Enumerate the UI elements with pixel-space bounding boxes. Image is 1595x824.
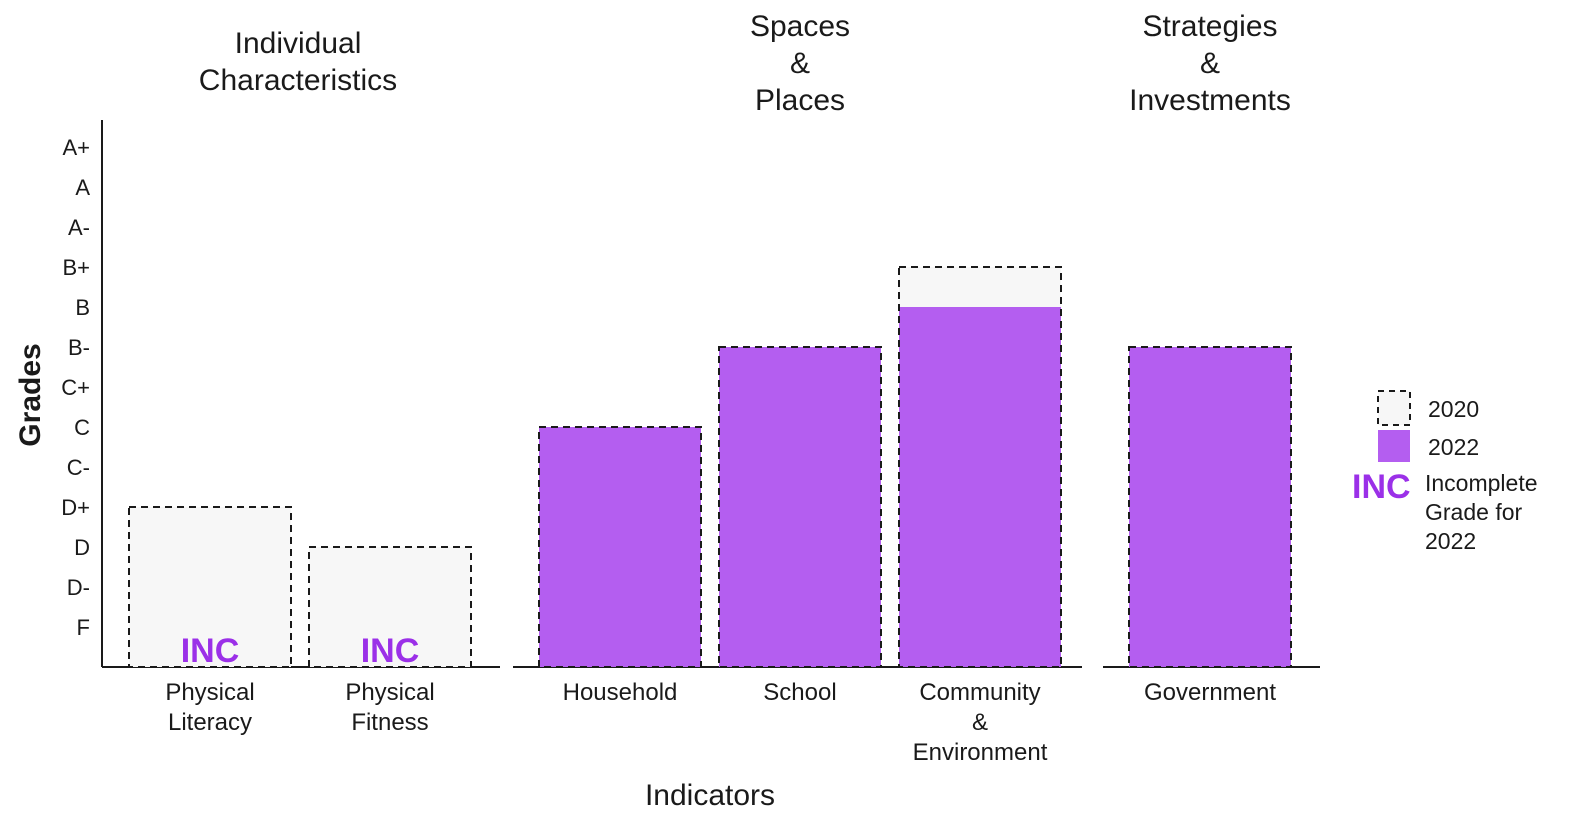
y-tick-label: A- (68, 215, 90, 240)
legend-swatch-2020 (1377, 390, 1411, 426)
y-tick-label: B (75, 295, 90, 320)
panel-title-line: Spaces (750, 10, 850, 43)
bar-2022 (539, 427, 701, 667)
x-tick-label: & (972, 709, 988, 736)
bar-2020-outline (718, 346, 882, 668)
x-tick-label: Physical (345, 679, 434, 706)
panel-title-line: & (790, 47, 810, 80)
x-tick-label: Literacy (168, 709, 252, 736)
panel-title-line: & (1200, 47, 1220, 80)
legend: 2020 2022 INC Incomplete Grade for 2022 (1352, 390, 1538, 554)
legend-swatch-2022 (1378, 430, 1410, 462)
legend-label-2022: 2022 (1428, 434, 1479, 460)
x-tick-label: Physical (165, 679, 254, 706)
bar-2022 (719, 347, 881, 667)
bar-2022 (1129, 347, 1291, 667)
bar-2020-background (309, 547, 471, 667)
inc-label: INC (181, 632, 240, 670)
panel-title-line: Strategies (1142, 10, 1277, 43)
x-axis-title: Indicators (645, 779, 775, 812)
bar-2020-outline (898, 266, 1062, 668)
panel-title-line: Investments (1129, 84, 1291, 117)
x-tick-label: School (763, 679, 836, 706)
bar-2020-outline (1128, 346, 1292, 668)
y-tick-label: C- (67, 455, 90, 480)
x-tick-label: Government (1144, 679, 1276, 706)
panel-title-line: Characteristics (199, 64, 397, 97)
y-tick-label: C (74, 415, 90, 440)
panel-title-line: Places (755, 84, 845, 117)
legend-inc-symbol: INC (1352, 468, 1411, 506)
legend-inc-label-line-2: Grade for (1425, 499, 1522, 525)
legend-inc-label-line-3: 2022 (1425, 528, 1476, 554)
y-tick-label: A (75, 175, 90, 200)
x-tick-label: Community (919, 679, 1040, 706)
panel-title-line: Individual (235, 27, 362, 60)
bars-layer (128, 266, 1292, 668)
y-axis-title: Grades (14, 343, 47, 446)
y-tick-label: D (74, 535, 90, 560)
bar-2020-outline (128, 506, 292, 668)
inc-label: INC (361, 632, 420, 670)
bar-2020-background (129, 507, 291, 667)
bar-2022 (899, 307, 1061, 667)
y-tick-label: B- (68, 335, 90, 360)
bar-2020-outline (538, 426, 702, 668)
y-tick-label: A+ (62, 135, 90, 160)
legend-inc-label-line-1: Incomplete (1425, 470, 1538, 496)
bar-2020-outline (308, 546, 472, 668)
y-tick-label: C+ (61, 375, 90, 400)
legend-label-2020: 2020 (1428, 396, 1479, 422)
y-tick-label: B+ (62, 255, 90, 280)
x-tick-label: Environment (913, 739, 1048, 766)
x-tick-label: Fitness (351, 709, 428, 736)
y-tick-label: F (77, 615, 90, 640)
y-tick-label: D+ (61, 495, 90, 520)
x-tick-label: Household (563, 679, 678, 706)
labels-layer: F D- D D+ C- C C+ B- B B+ A- A A+ Individual Character… (61, 10, 1291, 766)
y-tick-label: D- (67, 575, 90, 600)
